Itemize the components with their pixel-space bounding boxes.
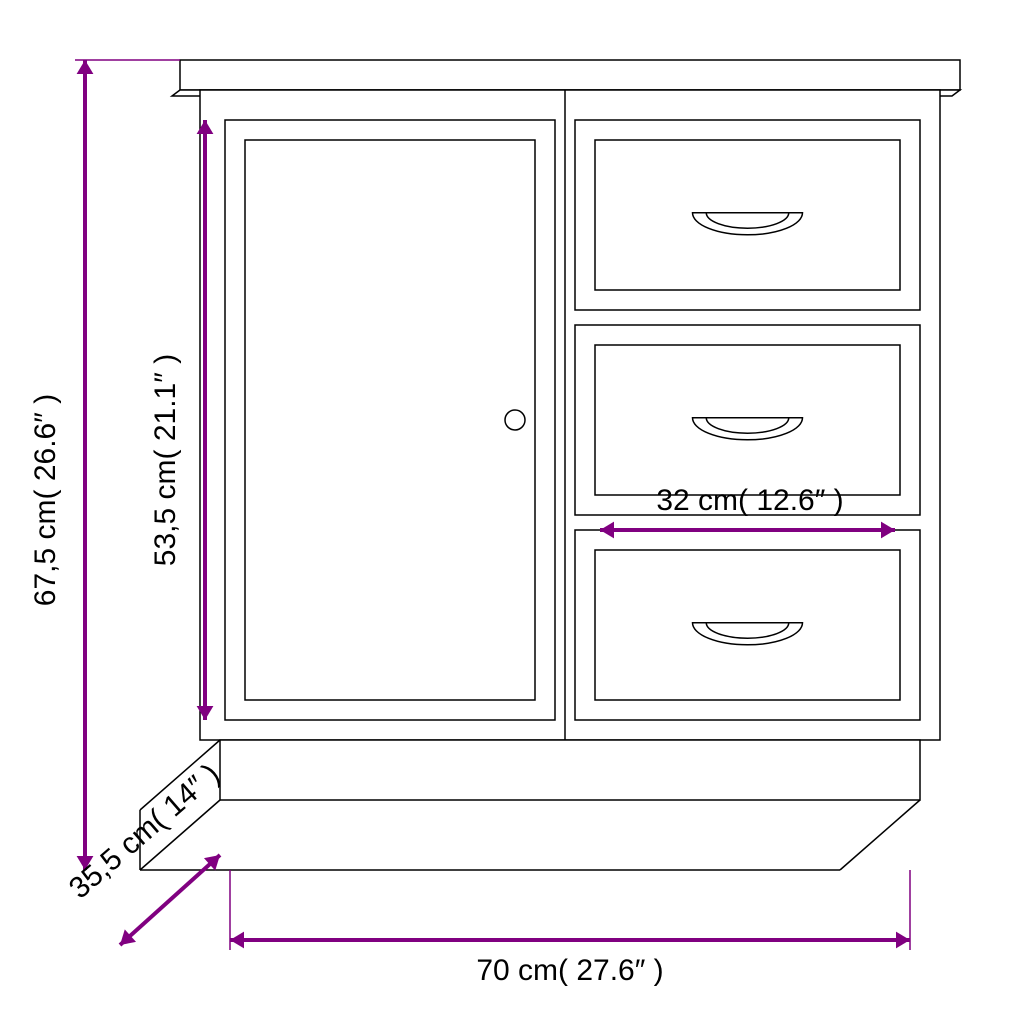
drawer (575, 530, 920, 720)
drawer (575, 120, 920, 310)
dimension-label: 32 cm( 12.6″ ) (656, 484, 843, 517)
dimension-label: 67,5 cm( 26.6″ ) (29, 394, 62, 606)
dimension-label: 53,5 cm( 21.1″ ) (149, 354, 182, 566)
cabinet (140, 60, 960, 870)
dimension-label: 70 cm( 27.6″ ) (476, 954, 663, 987)
dimension-label: 35,5 cm( 14″ ) (63, 757, 226, 905)
